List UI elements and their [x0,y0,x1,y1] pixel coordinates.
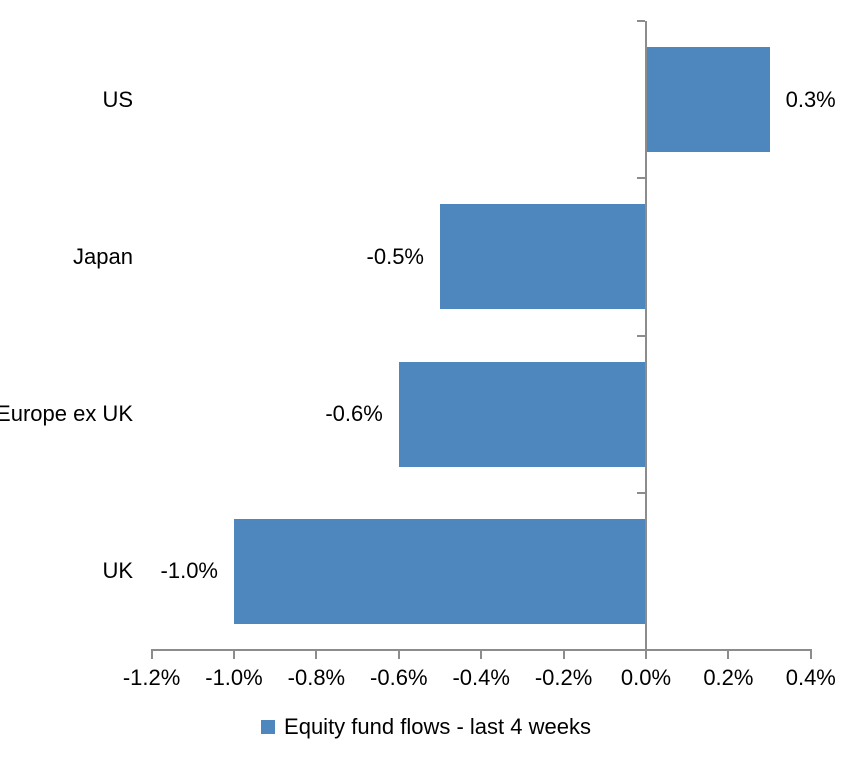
x-tick-5 [562,649,565,659]
x-tick-6 [645,649,647,659]
x-tick-label-2: -0.8% [287,665,346,690]
legend-marker-icon [261,720,276,734]
category-label-uk: UK [102,558,133,584]
x-tick-1 [233,649,235,659]
category-tick-2 [637,334,645,337]
category-label-us: US [102,86,133,112]
bar-uk [234,518,646,624]
bar-europe-ex-uk [398,361,646,467]
x-tick-label-8: 0.4% [785,665,836,690]
x-tick-label-5: -0.2% [534,665,593,690]
x-tick-label-3: -0.6% [370,665,428,690]
data-label-japan: -0.5% [366,243,424,269]
zero-axis-line [645,21,647,659]
category-label-japan: Japan [73,243,133,269]
x-tick-2 [315,649,318,659]
bar-japan [440,204,646,310]
category-label-europe-ex-uk: Europe ex UK [0,401,133,427]
x-tick-0 [150,649,153,659]
x-tick-4 [480,649,483,659]
category-tick-3 [637,491,645,494]
category-tick-0 [637,20,645,22]
data-label-europe-ex-uk: -0.6% [325,401,383,427]
x-tick-7 [727,649,730,659]
legend: Equity fund flows - last 4 weeks [0,714,852,740]
x-tick-label-7: 0.2% [703,665,754,690]
x-tick-label-4: -0.4% [452,665,510,690]
x-tick-label-6: 0.0% [620,665,672,690]
legend-label: Equity fund flows - last 4 weeks [284,714,591,739]
x-tick-3 [397,649,400,659]
data-label-us: 0.3% [785,86,836,112]
data-label-uk: -1.0% [160,558,218,584]
x-tick-label-0: -1.2% [122,665,181,690]
bar-us [646,47,770,153]
x-tick-label-1: -1.0% [205,665,263,690]
category-tick-1 [637,177,645,180]
x-tick-8 [809,649,812,659]
